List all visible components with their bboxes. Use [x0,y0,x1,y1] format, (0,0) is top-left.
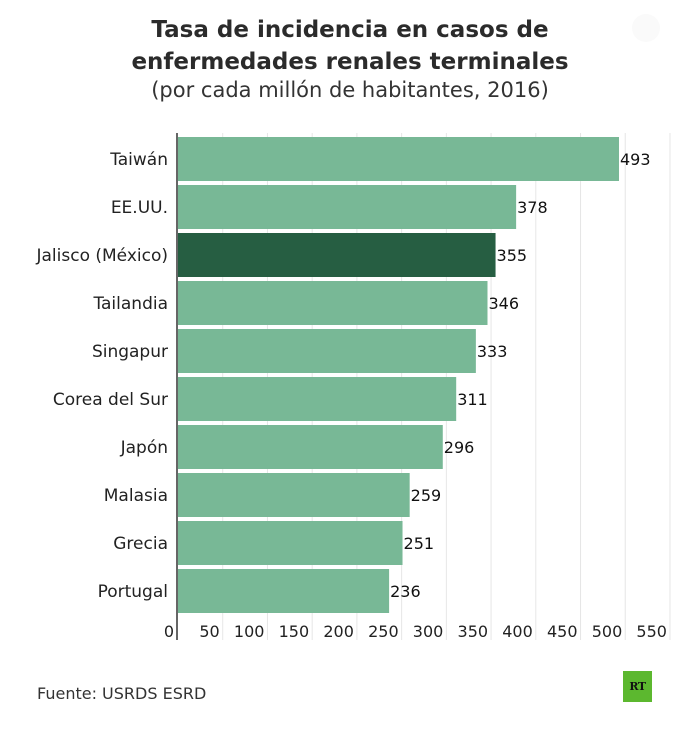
category-label: Malasia [104,486,168,506]
x-tick-label: 250 [368,622,399,641]
chart-title-line-2: enfermedades renales terminales [131,49,569,75]
bar [178,377,457,421]
x-tick-label: 450 [547,622,578,641]
bar [178,185,517,229]
category-label: Japón [120,438,168,458]
value-label: 378 [517,198,548,217]
x-tick-label: 500 [592,622,623,641]
value-label: 355 [497,246,528,265]
bar [178,425,443,469]
x-tick-labels: 0 50 100 150 200 250 300 350 400 450 500 550 [164,622,667,641]
bar [178,137,619,181]
value-label: 346 [488,294,519,313]
bar [178,569,390,613]
category-label: Singapur [92,342,168,362]
x-tick-label: 200 [323,622,354,641]
bar [178,521,403,565]
value-label: 333 [477,342,508,361]
x-tick-label: 150 [279,622,310,641]
bar-chart: Taiwán EE.UU. Jalisco (México) Tailandia Sin… [35,133,671,641]
value-label: 296 [444,438,475,457]
bar [178,473,410,517]
menu-circle-icon[interactable] [632,14,660,42]
category-label: EE.UU. [111,198,168,218]
rt-logo-text: RT [629,680,646,693]
value-label: 311 [457,390,488,409]
chart-title-line-1: Tasa de incidencia en casos de [151,17,549,43]
category-label: Corea del Sur [53,390,168,410]
value-label: 259 [411,486,442,505]
x-tick-label: 400 [502,622,533,641]
category-label: Jalisco (México) [35,246,168,266]
value-label: 493 [620,150,651,169]
x-tick-label: 550 [636,622,667,641]
x-tick-label: 350 [458,622,489,641]
chart-title: Tasa de incidencia en casos de enfermeda… [0,14,700,78]
category-label: Grecia [113,534,168,554]
category-label: Taiwán [109,150,168,170]
category-label: Tailandia [92,294,168,314]
value-label: 236 [390,582,421,601]
value-label: 251 [404,534,435,553]
bar [178,281,488,325]
bar [178,329,476,373]
bars [178,137,619,613]
x-tick-label: 100 [234,622,265,641]
category-labels: Taiwán EE.UU. Jalisco (México) Tailandia Sin… [35,150,168,602]
category-label: Portugal [98,582,168,602]
x-tick-label: 50 [199,622,219,641]
chart-subtitle: (por cada millón de habitantes, 2016) [151,78,549,102]
source-note: Fuente: USRDS ESRD [37,684,207,703]
value-labels: 493 378 355 346 333 311 296 259 251 236 [390,150,650,601]
bar [178,233,496,277]
rt-logo: RT [623,671,652,702]
x-tick-label: 300 [413,622,444,641]
x-tick-label: 0 [164,622,174,641]
